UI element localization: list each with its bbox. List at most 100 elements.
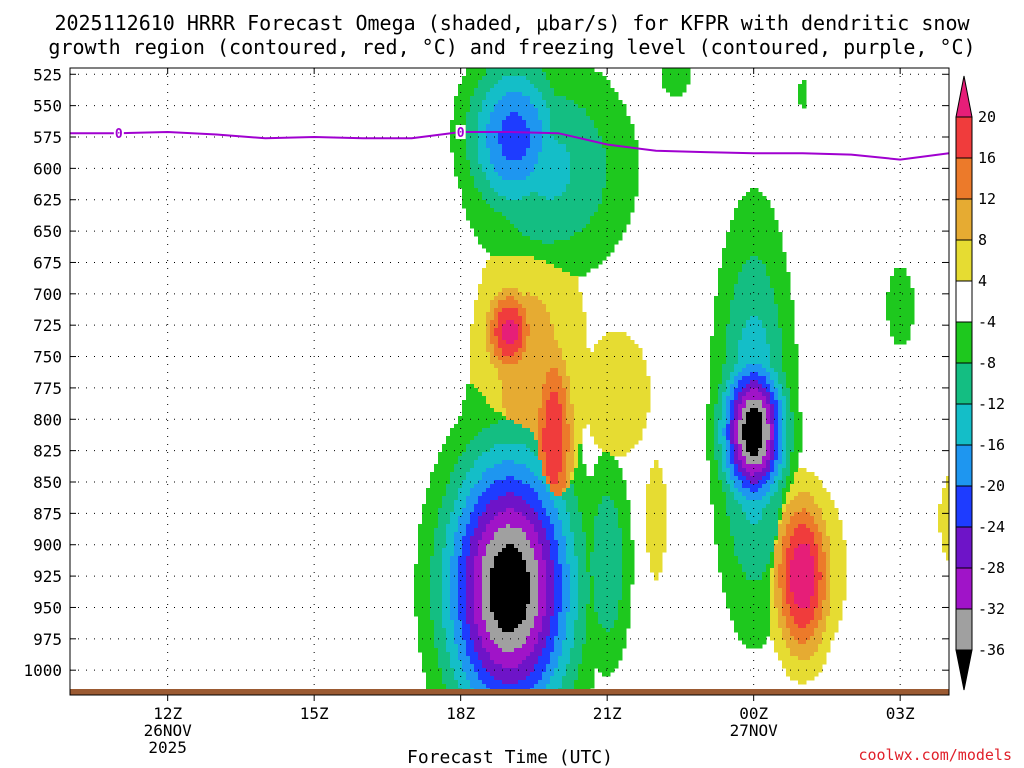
omega-cell-2362 [766,268,771,273]
omega-cell-3648 [794,360,799,365]
omega-cell-2773 [506,304,511,309]
omega-cell-4820 [470,432,475,437]
omega-cell-3308 [730,340,735,345]
omega-cell-286 [562,92,567,97]
omega-cell-2654 [894,292,899,297]
omega-cell-917 [562,148,567,153]
omega-cell-2937 [510,316,515,321]
omega-cell-89 [498,76,503,81]
omega-cell-2232 [778,256,783,261]
omega-cell-117 [666,76,671,81]
omega-cell-343 [606,96,611,101]
omega-cell-764 [510,136,515,141]
omega-cell-558 [598,116,603,121]
omega-cell-1872 [566,228,571,233]
omega-cell-1329 [566,184,571,189]
omega-cell-4053 [482,388,487,393]
omega-cell-1410 [530,192,535,197]
omega-cell-693 [594,128,599,133]
omega-cell-124 [466,80,471,85]
omega-cell-3916 [478,380,483,385]
omega-cell-803 [482,140,487,145]
omega-cell-2921 [886,312,891,317]
omega-cell-299 [614,92,619,97]
omega-cell-2060 [526,244,531,249]
omega-cell-2625 [546,292,551,297]
omega-cell-95 [522,76,527,81]
omega-cell-907 [522,148,527,153]
omega-cell-1325 [550,184,555,189]
omega-cell-1649 [486,212,491,217]
omega-cell-485 [478,112,483,117]
omega-cell-2324 [486,268,491,273]
omega-cell-4528 [786,412,791,417]
omega-cell-2647 [770,292,775,297]
omega-cell-2224 [746,256,751,261]
omega-cell-1996 [766,236,771,241]
omega-cell-3305 [718,340,723,345]
omega-cell-552 [574,116,579,121]
omega-cell-3496 [710,352,715,357]
omega-cell-1488 [758,196,763,201]
omega-cell-2713 [482,300,487,305]
omega-cell-1394 [466,192,471,197]
omega-cell-290 [578,92,583,97]
omega-cell-2382 [530,272,535,277]
omega-cell-1461 [542,196,547,201]
omega-cell-3794 [522,372,527,377]
omega-cell-140 [530,80,535,85]
omega-cell-553 [578,116,583,121]
omega-cell-332 [562,96,567,101]
omega-cell-2222 [738,256,743,261]
omega-cell-4066 [534,388,539,393]
omega-cell-1776 [590,220,595,225]
omega-cell-3046 [506,324,511,329]
omega-cell-1073 [634,160,639,165]
omega-cell-2865 [790,308,795,313]
omega-cell-4130 [518,392,523,397]
omega-cell-1146 [558,168,563,173]
omega-cell-2225 [750,256,755,261]
omega-cell-4318 [782,400,787,405]
omega-cell-3216 [518,336,523,341]
omega-cell-1082 [486,164,491,169]
omega-cell-3783 [478,372,483,377]
omega-cell-415 [546,104,551,109]
omega-cell-2822 [486,308,491,313]
omega-cell-4726 [726,424,731,429]
omega-cell-4905 [526,436,531,441]
omega-cell-3923 [506,380,511,385]
omega-cell-2536 [718,284,723,289]
omega-cell-1179 [506,172,511,177]
omega-cell-3449 [782,348,787,353]
omega-cell-2681 [566,296,571,301]
omega-cell-3927 [522,380,527,385]
omega-cell-2772 [502,304,507,309]
omega-cell-1051 [546,160,551,165]
omega-cell-3126 [738,328,743,333]
omega-cell-3853 [494,376,499,381]
omega-cell-1504 [518,200,523,205]
omega-cell-4706 [582,424,587,429]
omega-cell-3490 [618,352,623,357]
omega-cell-3881 [606,376,611,381]
omega-cell-1971 [562,236,567,241]
omega-cell-2796 [730,304,735,309]
omega-cell-2808 [778,304,783,309]
omega-cell-4152 [606,392,611,397]
omega-cell-3484 [594,352,599,357]
omega-cell-3907 [770,376,775,381]
omega-cell-2798 [738,304,743,309]
omega-cell-3284 [546,340,551,345]
omega-cell-1182 [518,172,523,177]
omega-cell-3789 [502,372,507,377]
omega-cell-3512 [774,352,779,357]
omega-cell-1112 [606,164,611,169]
omega-cell-3010 [582,320,587,325]
omega-cell-3945 [594,380,599,385]
omega-cell-953 [522,152,527,157]
omega-cell-1257 [458,180,463,185]
omega-cell-1718 [558,216,563,221]
omega-cell-1203 [602,172,607,177]
omega-cell-2852 [738,308,743,313]
